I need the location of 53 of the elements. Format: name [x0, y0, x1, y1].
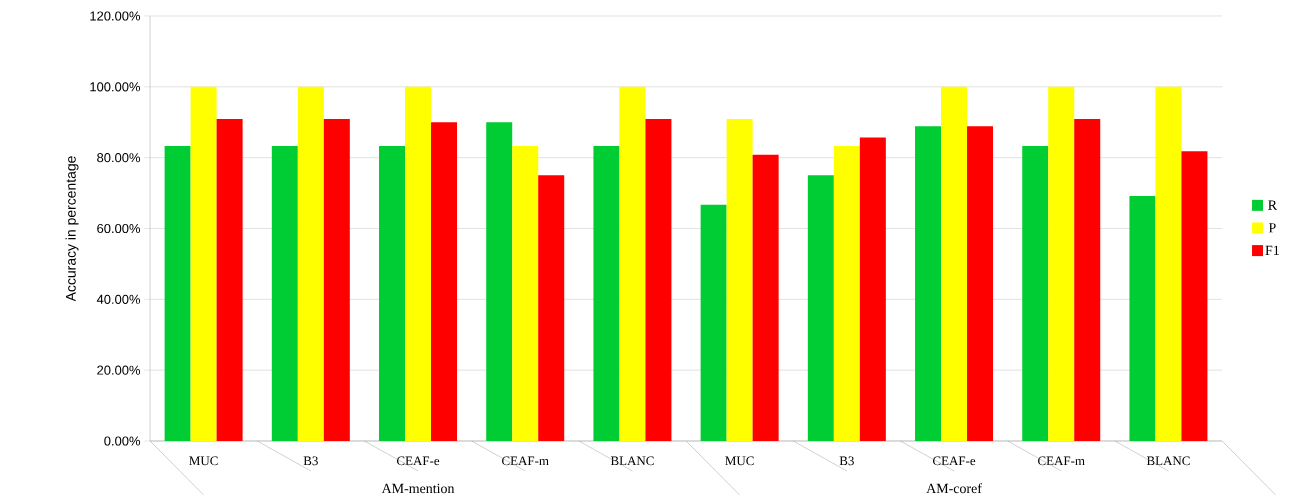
x-tick-label: B3 — [303, 456, 318, 466]
y-tick-label: 120.00% — [90, 11, 141, 21]
bar — [1048, 86, 1075, 441]
bar — [323, 119, 350, 441]
y-tick-label: 100.00% — [90, 82, 141, 92]
bar — [941, 86, 968, 441]
bar — [967, 126, 994, 441]
bar — [512, 145, 539, 441]
y-tick-label: 40.00% — [96, 294, 141, 304]
y-tick-label: 80.00% — [97, 153, 141, 163]
x-tick-label: BLANC — [1146, 456, 1190, 466]
legend-label: F1 — [1265, 245, 1279, 255]
legend-label: P — [1268, 223, 1276, 233]
bar — [833, 145, 860, 441]
x-tick-label: B3 — [839, 456, 854, 466]
bar — [807, 175, 834, 441]
x-tick-label: CEAF-m — [1038, 456, 1085, 466]
y-tick-label: 0.00% — [104, 436, 141, 446]
bar — [379, 145, 406, 441]
bar — [405, 86, 432, 441]
bar — [431, 122, 458, 441]
bar — [700, 204, 727, 441]
bar — [859, 137, 886, 441]
x-tick-label: CEAF-e — [932, 456, 976, 466]
x-tick-label: MUC — [189, 456, 218, 466]
bar — [1155, 86, 1182, 441]
bar — [216, 119, 243, 441]
bar — [726, 119, 753, 441]
bar — [1181, 151, 1208, 441]
y-tick-label: 20.00% — [97, 365, 141, 375]
x-tick-label: CEAF-e — [396, 456, 440, 466]
bar — [752, 154, 779, 441]
bar — [271, 145, 298, 441]
bar — [486, 122, 513, 441]
legend-label: R — [1268, 200, 1278, 210]
y-tick-label: 60.00% — [97, 223, 141, 234]
bar — [1129, 195, 1156, 441]
bar — [297, 86, 324, 441]
bar — [619, 86, 646, 441]
bar — [645, 119, 672, 441]
bar — [915, 126, 942, 441]
x-tick-label: CEAF-m — [502, 456, 549, 466]
x-tick-label: BLANC — [610, 456, 654, 466]
x-tick-label: MUC — [725, 456, 754, 466]
bar — [190, 86, 217, 441]
text: AM-mention — [381, 483, 455, 494]
bar — [1074, 119, 1101, 441]
bar — [593, 145, 620, 441]
bar — [164, 145, 191, 441]
y-axis-title: Accuracy in percentage — [65, 156, 79, 302]
text: AM-coref — [926, 483, 982, 494]
bar — [538, 175, 565, 441]
bar — [1022, 145, 1049, 441]
